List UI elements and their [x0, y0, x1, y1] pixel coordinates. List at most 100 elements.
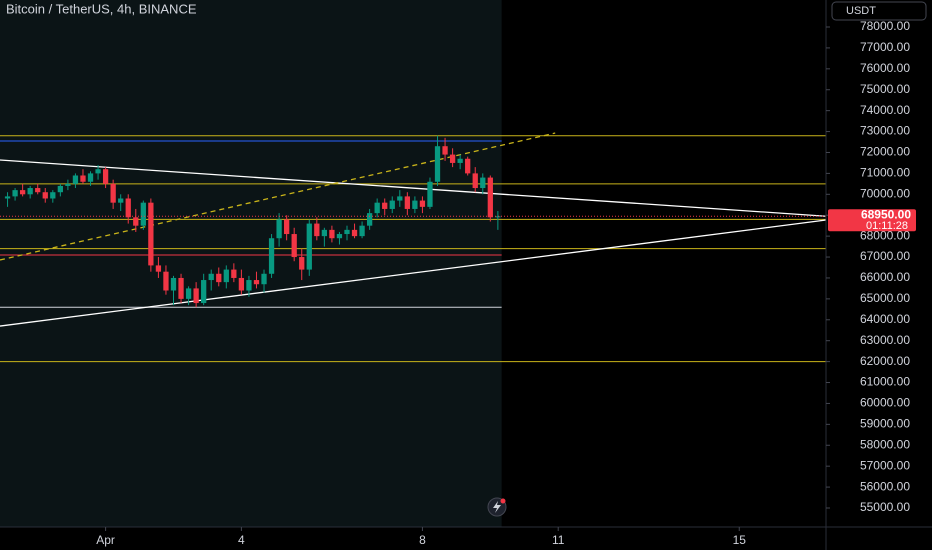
lightning-icon[interactable]	[487, 497, 507, 517]
trend-line	[0, 159, 827, 217]
candle-body	[321, 229, 328, 237]
candle-body	[72, 175, 79, 184]
trend-line	[0, 132, 556, 261]
candle-body	[344, 229, 350, 235]
y-tick-label: 67000.00	[860, 249, 910, 263]
candle-body	[35, 188, 41, 193]
candle-body	[253, 280, 260, 285]
y-tick-label: 66000.00	[860, 270, 910, 284]
y-tick-label: 63000.00	[860, 333, 910, 347]
y-tick-label: 77000.00	[860, 40, 910, 54]
candle-body	[261, 273, 267, 285]
candle-body	[4, 196, 11, 199]
chart-title: Bitcoin / TetherUS, 4h, BINANCE	[6, 1, 197, 16]
candle-body	[389, 200, 395, 209]
y-tick-label: 62000.00	[860, 354, 910, 368]
candle-body	[110, 183, 116, 203]
candle-body	[374, 202, 380, 214]
candle-body	[306, 223, 312, 270]
candle-body	[449, 154, 456, 163]
candle-body	[472, 173, 478, 189]
candle-body	[178, 277, 184, 299]
candle-body	[231, 269, 237, 278]
candle-body	[208, 273, 214, 281]
y-tick-label: 70000.00	[860, 186, 910, 200]
y-tick-label: 78000.00	[860, 19, 910, 33]
currency-button[interactable]	[831, 1, 927, 21]
candle-body	[163, 271, 169, 291]
candle-body	[419, 200, 426, 207]
candle-body	[12, 190, 18, 197]
candle-body	[80, 175, 86, 182]
candle-body	[404, 196, 410, 209]
candle-body	[336, 234, 343, 239]
candle-body	[223, 269, 229, 283]
y-tick-label: 55000.00	[860, 500, 910, 514]
candle-body	[487, 177, 493, 218]
candle-body	[382, 202, 388, 209]
candle-body	[359, 225, 365, 237]
candle-body	[19, 190, 26, 195]
candle-body	[57, 185, 63, 193]
candle-body	[118, 198, 124, 203]
candle-body	[87, 173, 94, 182]
candle-body	[299, 257, 305, 270]
x-tick-label: 11	[552, 533, 565, 547]
y-tick-label: 75000.00	[860, 82, 910, 96]
candle-body	[185, 288, 192, 299]
candle-body	[276, 219, 282, 239]
candle-body	[50, 192, 56, 199]
y-tick-label: 71000.00	[860, 166, 910, 180]
candle-body	[170, 277, 177, 291]
candle-body	[155, 265, 162, 272]
candle-body	[457, 158, 463, 163]
y-tick-label: 68000.00	[860, 228, 910, 242]
y-tick-label: 64000.00	[860, 312, 910, 326]
candle-body	[140, 202, 146, 226]
candle-body	[102, 169, 109, 184]
y-tick-label: 73000.00	[860, 124, 910, 138]
candle-body	[246, 280, 252, 291]
price-box	[828, 209, 916, 232]
y-tick-label: 72000.00	[860, 145, 910, 159]
y-tick-label: 59000.00	[860, 417, 910, 431]
candle-body	[42, 192, 48, 199]
y-tick-label: 58000.00	[860, 437, 910, 451]
candle-body	[442, 146, 448, 155]
candle-body	[238, 277, 245, 291]
y-tick-label: 76000.00	[860, 61, 910, 75]
candle-body	[412, 200, 418, 209]
candle-body	[216, 273, 222, 283]
y-tick-label: 60000.00	[860, 396, 910, 410]
session-region	[0, 0, 502, 527]
candle-body	[434, 146, 441, 182]
trend-line	[0, 219, 827, 327]
candle-body	[193, 288, 199, 304]
candle-body	[329, 229, 335, 239]
countdown: 01:11:28	[866, 220, 908, 232]
currency-label[interactable]: USDT	[846, 5, 876, 17]
candle-body	[201, 280, 207, 304]
candle-body	[284, 219, 290, 235]
x-tick-label: 4	[238, 533, 245, 547]
candle-body	[27, 188, 33, 195]
plot-area	[0, 0, 827, 527]
candle-body	[314, 223, 320, 237]
x-tick-label: Apr	[96, 533, 115, 547]
x-tick-label: 8	[419, 533, 426, 547]
candle-body	[65, 183, 71, 186]
y-tick-label: 57000.00	[860, 458, 910, 472]
candle-body	[148, 202, 154, 266]
candle-body	[291, 234, 297, 258]
y-tick-label: 56000.00	[860, 479, 910, 493]
y-tick-label: 65000.00	[860, 291, 910, 305]
candle-body	[95, 169, 101, 174]
price-label: 68950.00	[861, 207, 911, 221]
y-tick-label: 74000.00	[860, 103, 910, 117]
candle-body	[465, 158, 471, 174]
candle-body	[397, 196, 403, 201]
candle-body	[495, 216, 501, 218]
candle-body	[366, 213, 373, 226]
